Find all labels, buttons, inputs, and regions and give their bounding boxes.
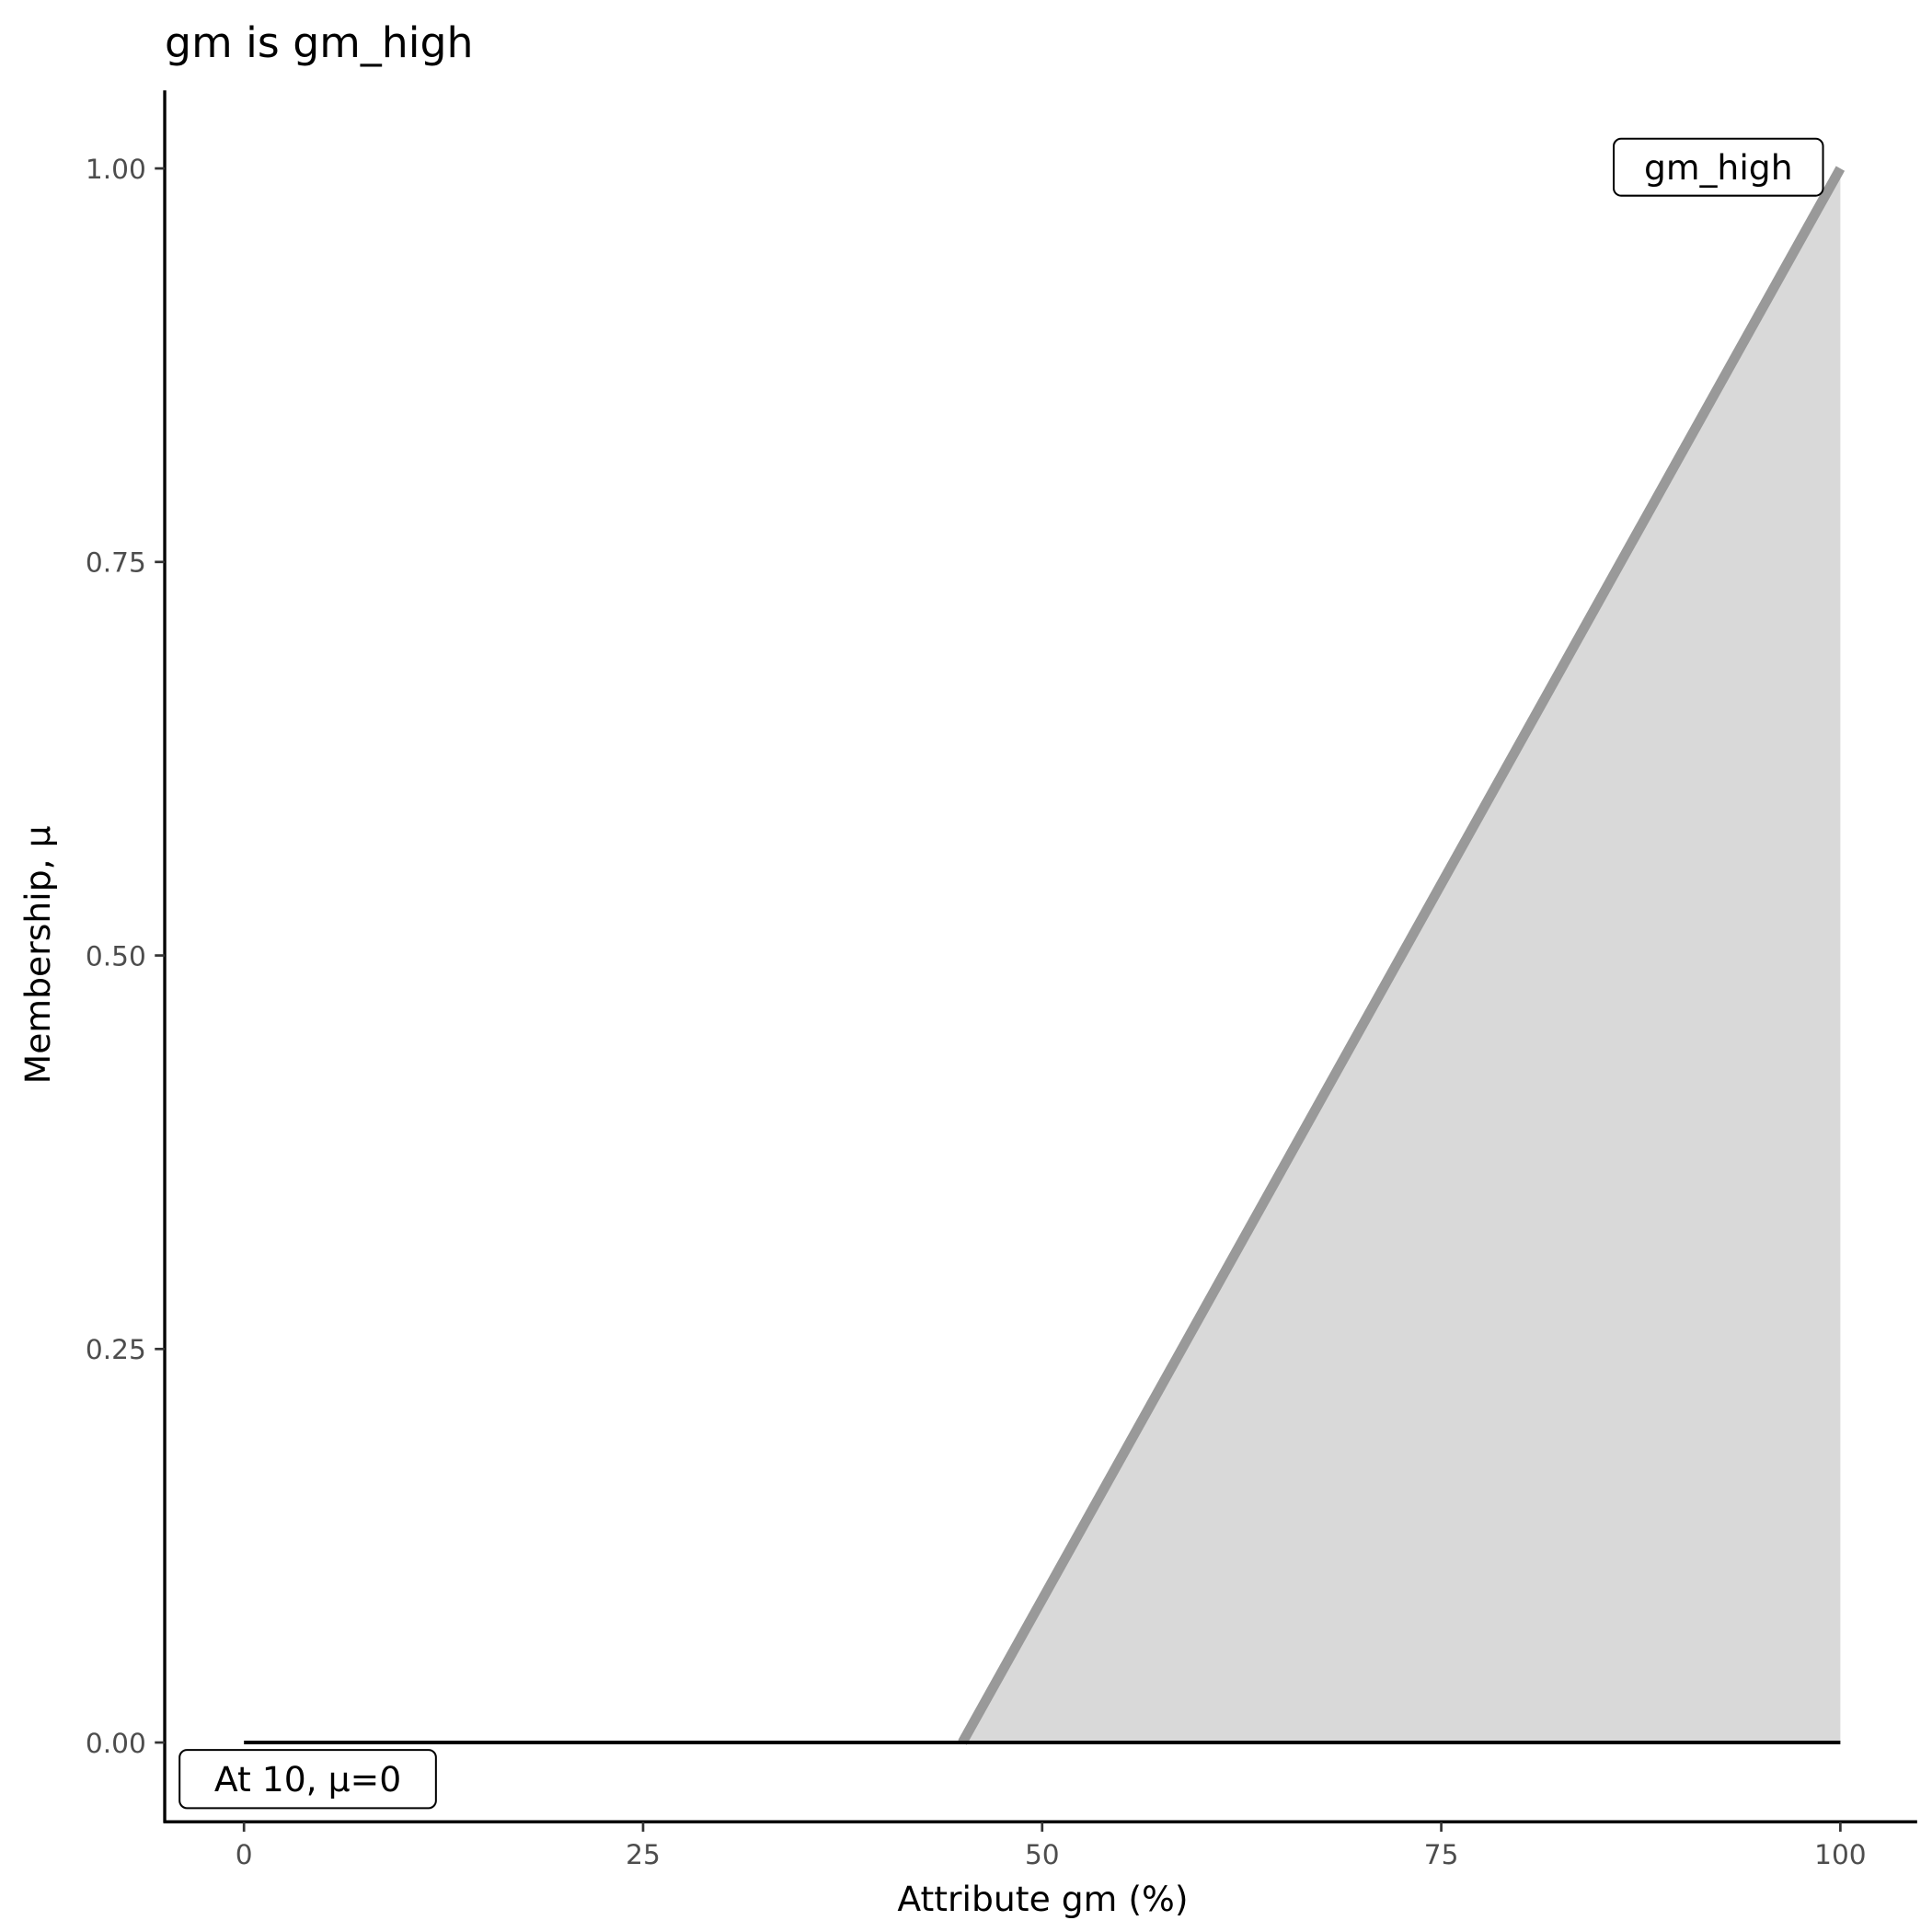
chart-title: gm is gm_high: [165, 18, 473, 67]
x-tick-label: 25: [626, 1839, 661, 1870]
y-tick-label: 0.75: [86, 547, 146, 579]
y-axis-title: Membership, μ: [17, 825, 58, 1084]
y-tick-label: 1.00: [86, 154, 146, 185]
y-tick-label: 0.50: [86, 940, 146, 972]
x-tick-label: 75: [1424, 1839, 1459, 1870]
annotation-label: gm_high: [1613, 137, 1824, 197]
svg-text:gm_high: gm_high: [1644, 147, 1793, 188]
x-tick-label: 50: [1025, 1839, 1060, 1870]
y-tick-label: 0.00: [86, 1728, 146, 1759]
x-tick-label: 100: [1814, 1839, 1867, 1870]
annotation-label: At 10, μ=0: [178, 1749, 437, 1810]
membership-line: [958, 166, 1846, 1745]
y-tick-label: 0.25: [86, 1334, 146, 1365]
x-tick-label: 0: [236, 1839, 253, 1870]
x-axis-title: Attribute gm (%): [897, 1879, 1188, 1919]
svg-text:At 10, μ=0: At 10, μ=0: [214, 1759, 401, 1800]
